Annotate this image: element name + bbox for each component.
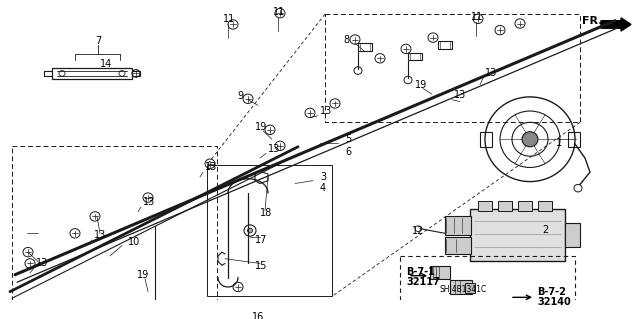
Text: 13: 13 bbox=[143, 197, 156, 207]
Text: 13: 13 bbox=[485, 68, 497, 78]
Bar bbox=[518, 201, 532, 211]
Text: 8: 8 bbox=[343, 34, 349, 45]
Text: 14: 14 bbox=[100, 59, 112, 69]
Bar bbox=[12, 146, 217, 310]
Bar bbox=[478, 201, 492, 211]
Bar bbox=[498, 201, 512, 211]
Text: 19: 19 bbox=[137, 270, 149, 280]
Text: 2: 2 bbox=[542, 225, 548, 234]
Bar bbox=[445, 237, 471, 254]
Text: FR.: FR. bbox=[582, 16, 602, 26]
Text: 6: 6 bbox=[345, 147, 351, 157]
Text: B-7-2: B-7-2 bbox=[537, 287, 566, 297]
Text: 13: 13 bbox=[268, 144, 280, 154]
Text: 13: 13 bbox=[205, 162, 217, 173]
Text: 9: 9 bbox=[237, 91, 243, 101]
Polygon shape bbox=[601, 18, 631, 31]
Text: 13: 13 bbox=[36, 258, 48, 269]
Text: 3: 3 bbox=[320, 172, 326, 182]
Bar bbox=[450, 280, 472, 294]
Text: 10: 10 bbox=[128, 237, 140, 247]
Text: 32140: 32140 bbox=[537, 297, 571, 307]
Text: 12: 12 bbox=[412, 226, 424, 235]
Text: 1: 1 bbox=[556, 138, 562, 148]
Text: 11: 11 bbox=[273, 7, 285, 17]
Bar bbox=[430, 266, 450, 279]
Text: 19: 19 bbox=[415, 80, 428, 90]
Text: 18: 18 bbox=[260, 208, 272, 218]
Bar bbox=[480, 132, 492, 147]
Bar bbox=[358, 43, 372, 51]
Bar bbox=[538, 201, 552, 211]
Text: 16: 16 bbox=[252, 312, 264, 319]
Bar bbox=[565, 223, 580, 247]
Bar bbox=[438, 41, 452, 49]
Bar bbox=[465, 283, 475, 293]
Text: 7: 7 bbox=[95, 36, 101, 46]
Text: 13: 13 bbox=[94, 230, 106, 240]
Circle shape bbox=[522, 132, 538, 147]
Text: 5: 5 bbox=[345, 134, 351, 144]
Bar bbox=[400, 256, 575, 317]
Circle shape bbox=[248, 228, 253, 233]
Bar bbox=[52, 68, 132, 79]
Text: 19: 19 bbox=[255, 122, 268, 132]
Text: 15: 15 bbox=[255, 261, 268, 271]
Text: 17: 17 bbox=[255, 235, 268, 245]
Bar bbox=[568, 132, 580, 147]
Text: SHJ4B1341C: SHJ4B1341C bbox=[440, 285, 487, 294]
Bar bbox=[445, 216, 471, 235]
Text: B-7-1: B-7-1 bbox=[406, 267, 435, 277]
Text: 11: 11 bbox=[223, 14, 236, 24]
Bar bbox=[470, 209, 565, 261]
Text: 13: 13 bbox=[320, 106, 332, 116]
Bar bbox=[207, 165, 332, 296]
Bar bbox=[408, 53, 422, 60]
Bar bbox=[325, 14, 580, 122]
Text: 11: 11 bbox=[471, 12, 483, 22]
Text: 13: 13 bbox=[454, 90, 467, 100]
Text: 4: 4 bbox=[320, 183, 326, 193]
Text: 32117: 32117 bbox=[406, 277, 440, 287]
